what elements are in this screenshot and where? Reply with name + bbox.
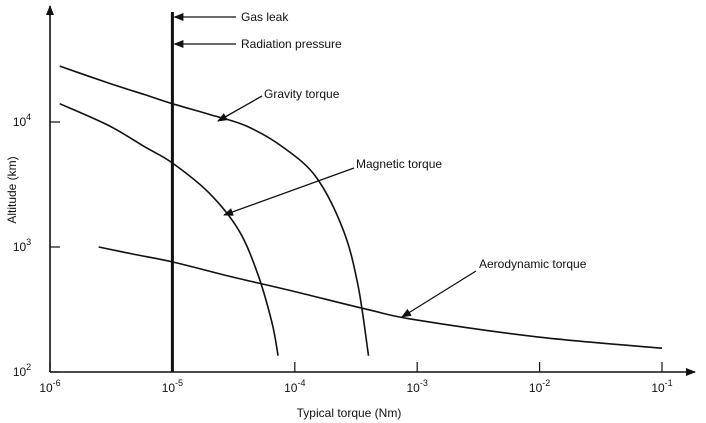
x-tick-label: 10-4 (284, 378, 305, 395)
x-tick-label: 10-3 (407, 378, 428, 395)
magnetic-torque-arrow (223, 167, 355, 216)
x-tick-label: 10-6 (39, 378, 60, 395)
x-tick-label: 10-2 (529, 378, 550, 395)
magnetic-torque-label: Magnetic torque (356, 157, 442, 171)
y-axis-label: Altitude (km) (5, 156, 19, 223)
gas-leak-label: Gas leak (241, 10, 289, 24)
gravity-torque-curve (59, 65, 370, 356)
radiation-pressure-label: Radiation pressure (241, 37, 342, 51)
y-tick-label: 103 (13, 237, 31, 254)
magnetic-torque-curve (59, 102, 279, 356)
x-tick-label: 10-5 (162, 378, 183, 395)
gravity-torque-arrow (217, 95, 263, 122)
axes (46, 5, 696, 376)
gravity-torque-label: Gravity torque (264, 87, 340, 101)
y-tick-label: 102 (13, 362, 31, 379)
aerodynamic-torque-arrow (401, 270, 477, 318)
tick-labels: 10-6 10-5 10-4 10-3 10-2 10-1 102 103 104 (13, 112, 673, 395)
y-tick-label: 104 (13, 112, 31, 129)
aerodynamic-torque-curve (98, 246, 663, 349)
curves (59, 12, 663, 372)
annotations: Gas leak Radiation pressure Gravity torque… (173, 10, 587, 318)
x-tick-label: 10-1 (651, 378, 672, 395)
x-axis-label: Typical torque (Nm) (297, 406, 402, 420)
aerodynamic-torque-label: Aerodynamic torque (479, 257, 587, 271)
